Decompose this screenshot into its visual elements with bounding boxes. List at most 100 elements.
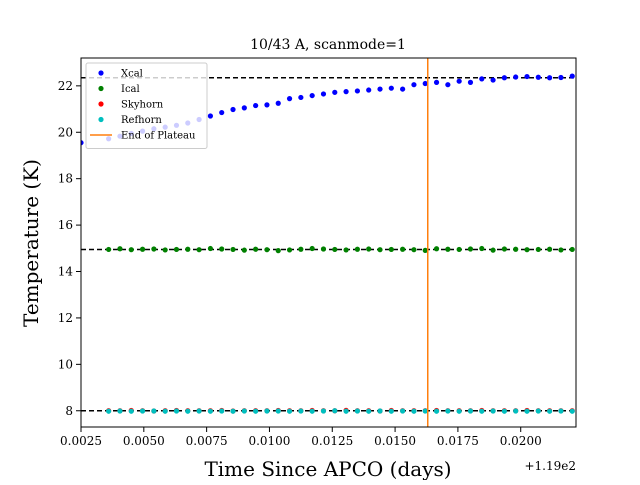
point-xcal-18 — [298, 94, 304, 101]
point-xcal-36 — [501, 75, 507, 81]
point-refhorn-20 — [332, 408, 338, 414]
point-refhorn-9 — [207, 408, 214, 414]
point-refhorn-30 — [445, 408, 451, 414]
point-refhorn-34 — [490, 408, 496, 414]
point-ical-5 — [162, 247, 168, 253]
point-ical-1 — [117, 246, 123, 252]
point-xcal-22 — [343, 89, 349, 95]
point-xcal-10 — [207, 113, 214, 119]
point-refhorn-2 — [128, 408, 134, 414]
point-xcal-15 — [264, 102, 270, 108]
point-xcal-24 — [366, 87, 372, 93]
x-axis-label: Time Since APCO (days) — [204, 457, 451, 480]
axis-ticks: 0.0025 0.0050 0.0075 0.0100 0.0125 0.0150 0.01… — [58, 79, 542, 448]
point-refhorn-35 — [501, 408, 507, 414]
x-tick-label-1: 0.0050 — [123, 434, 165, 448]
point-refhorn-33 — [479, 408, 485, 414]
point-refhorn-22 — [354, 408, 360, 414]
point-xcal-37 — [513, 74, 519, 80]
y-tick-label-0: 8 — [65, 404, 73, 418]
point-xcal-19 — [309, 92, 315, 99]
point-refhorn-29 — [433, 408, 440, 414]
point-xcal-41 — [558, 74, 564, 81]
y-tick-label-5: 18 — [58, 172, 73, 186]
point-ical-13 — [253, 246, 259, 252]
point-refhorn-14 — [264, 408, 270, 414]
x-tick-label-2: 0.0075 — [186, 434, 228, 448]
x-tick-label-6: 0.0175 — [437, 434, 479, 448]
y-tick-label-7: 22 — [58, 79, 73, 93]
point-ical-36 — [513, 246, 519, 252]
point-refhorn-28 — [422, 408, 428, 414]
point-ical-12 — [241, 247, 247, 253]
point-ical-20 — [332, 246, 338, 253]
point-ical-4 — [151, 246, 157, 252]
point-refhorn-25 — [388, 408, 394, 414]
point-ical-24 — [377, 247, 383, 253]
point-xcal-33 — [467, 79, 474, 85]
point-ical-32 — [467, 246, 474, 252]
point-xcal-27 — [400, 86, 406, 92]
point-refhorn-8 — [196, 408, 202, 414]
point-xcal-12 — [230, 106, 236, 113]
x-tick-label-3: 0.0100 — [248, 434, 290, 448]
legend: Xcal Ical Skyhorn Refhorn End of Plateau — [85, 62, 208, 149]
point-refhorn-12 — [241, 408, 247, 414]
x-offset-label: +1.19e2 — [524, 459, 576, 473]
point-refhorn-3 — [139, 408, 146, 414]
point-xcal-34 — [479, 76, 485, 82]
point-refhorn-41 — [569, 408, 575, 414]
point-refhorn-1 — [117, 408, 123, 414]
point-refhorn-4 — [151, 408, 157, 414]
point-ical-27 — [411, 247, 417, 253]
point-xcal-28 — [411, 82, 417, 88]
point-refhorn-7 — [185, 408, 191, 414]
point-refhorn-32 — [467, 408, 474, 414]
point-xcal-31 — [445, 82, 451, 88]
point-ical-40 — [558, 247, 564, 253]
legend-marker-refhorn — [98, 116, 104, 123]
point-ical-35 — [501, 246, 507, 252]
point-ical-16 — [286, 247, 293, 253]
x-tick-label-4: 0.0125 — [311, 434, 353, 448]
point-ical-2 — [128, 247, 134, 253]
point-ical-18 — [309, 245, 315, 252]
point-refhorn-0 — [106, 408, 112, 414]
x-tick-label-7: 0.0200 — [500, 434, 542, 448]
legend-box — [85, 62, 208, 149]
point-ical-10 — [219, 246, 225, 252]
legend-marker-xcal — [98, 70, 104, 76]
point-xcal-26 — [388, 85, 394, 91]
point-ical-8 — [196, 247, 202, 253]
point-ical-22 — [354, 246, 360, 252]
point-ical-0 — [106, 246, 112, 253]
point-refhorn-40 — [558, 408, 564, 414]
point-ical-37 — [524, 247, 530, 253]
point-xcal-11 — [219, 109, 225, 116]
y-tick-label-4: 16 — [58, 218, 73, 232]
point-xcal-14 — [253, 102, 259, 109]
legend-marker-skyhorn — [98, 101, 104, 107]
point-ical-3 — [139, 246, 146, 252]
point-ical-25 — [388, 246, 394, 253]
point-refhorn-17 — [298, 408, 304, 414]
point-refhorn-23 — [366, 408, 372, 414]
point-ical-7 — [185, 246, 191, 252]
point-ical-15 — [275, 248, 281, 254]
x-tick-label-0: 0.0025 — [60, 434, 102, 448]
point-refhorn-21 — [343, 408, 349, 414]
point-xcal-0 — [81, 140, 84, 146]
point-refhorn-18 — [309, 408, 315, 414]
point-xcal-30 — [433, 79, 440, 85]
legend-label-ical: Ical — [121, 84, 140, 95]
legend-label-skyhorn: Skyhorn — [121, 100, 164, 111]
point-xcal-16 — [275, 100, 281, 106]
y-tick-label-3: 14 — [58, 265, 74, 279]
point-ical-23 — [366, 246, 372, 252]
point-refhorn-27 — [411, 408, 417, 414]
point-ical-6 — [173, 246, 180, 253]
point-ical-11 — [230, 246, 236, 253]
point-ical-28 — [422, 247, 428, 253]
chart-title: 10/43 A, scanmode=1 — [250, 37, 406, 53]
